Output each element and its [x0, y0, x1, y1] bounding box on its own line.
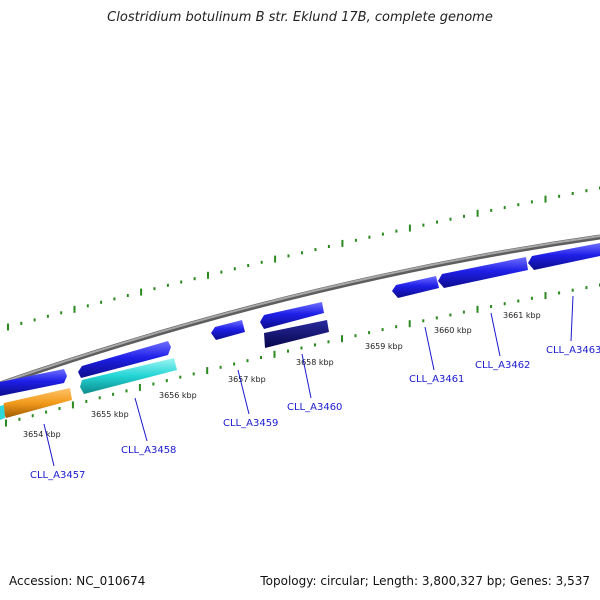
gene-arrow[interactable]	[78, 341, 171, 378]
gene-arrow[interactable]	[392, 276, 439, 298]
kbp-tick-label: 3660 kbp	[434, 326, 472, 335]
gene-label[interactable]: CLL_A3462	[475, 360, 530, 371]
gene-arrow[interactable]	[264, 320, 329, 348]
gene-arrow[interactable]	[211, 320, 245, 340]
gene-arrow[interactable]	[2, 388, 72, 418]
kbp-tick-label: 3658 kbp	[296, 358, 334, 367]
gene-label[interactable]: CLL_A3457	[30, 470, 85, 481]
gene-arrow[interactable]	[0, 369, 67, 396]
gene-arrow[interactable]	[438, 257, 528, 288]
gene-label[interactable]: CLL_A3459	[223, 418, 278, 429]
forward-strand-genes	[0, 243, 600, 396]
label-leader-line	[134, 397, 148, 442]
gene-label[interactable]: CLL_A3463	[546, 345, 600, 356]
accession-label: Accession: NC_010674	[9, 574, 146, 588]
kbp-tick-label: 3654 kbp	[23, 430, 61, 439]
label-leader-line	[424, 326, 435, 371]
gene-label[interactable]: CLL_A3461	[409, 374, 464, 385]
gene-label-lines	[43, 295, 574, 467]
label-leader-line	[570, 295, 574, 342]
label-leader-line	[237, 369, 250, 415]
kbp-tick-labels: 3654 kbp 3655 kbp 3656 kbp 3657 kbp 3658…	[23, 311, 541, 439]
kbp-tick-label: 3656 kbp	[159, 391, 197, 400]
label-leader-line	[490, 312, 501, 357]
kbp-tick-label: 3655 kbp	[91, 410, 129, 419]
gene-label[interactable]: CLL_A3458	[121, 445, 176, 456]
gene-arrow[interactable]	[260, 302, 324, 329]
gene-arrow[interactable]	[80, 358, 177, 394]
reverse-strand-genes	[0, 320, 329, 420]
gene-arrow[interactable]	[528, 243, 600, 270]
outer-tick-track	[7, 186, 600, 331]
genome-stats: Topology: circular; Length: 3,800,327 bp…	[260, 574, 590, 588]
label-leader-line	[43, 423, 55, 467]
gene-labels: CLL_A3457 CLL_A3458 CLL_A3459 CLL_A3460 …	[30, 345, 600, 481]
kbp-tick-label: 3657 kbp	[228, 375, 266, 384]
genome-backbone	[0, 234, 600, 387]
gene-label[interactable]: CLL_A3460	[287, 402, 342, 413]
gene-arrow[interactable]	[0, 405, 5, 420]
label-leader-line	[301, 353, 312, 399]
map-title: Clostridium botulinum B str. Eklund 17B,…	[107, 10, 493, 25]
inner-tick-track	[5, 283, 600, 427]
kbp-tick-label: 3661 kbp	[503, 311, 541, 320]
kbp-tick-label: 3659 kbp	[365, 342, 403, 351]
